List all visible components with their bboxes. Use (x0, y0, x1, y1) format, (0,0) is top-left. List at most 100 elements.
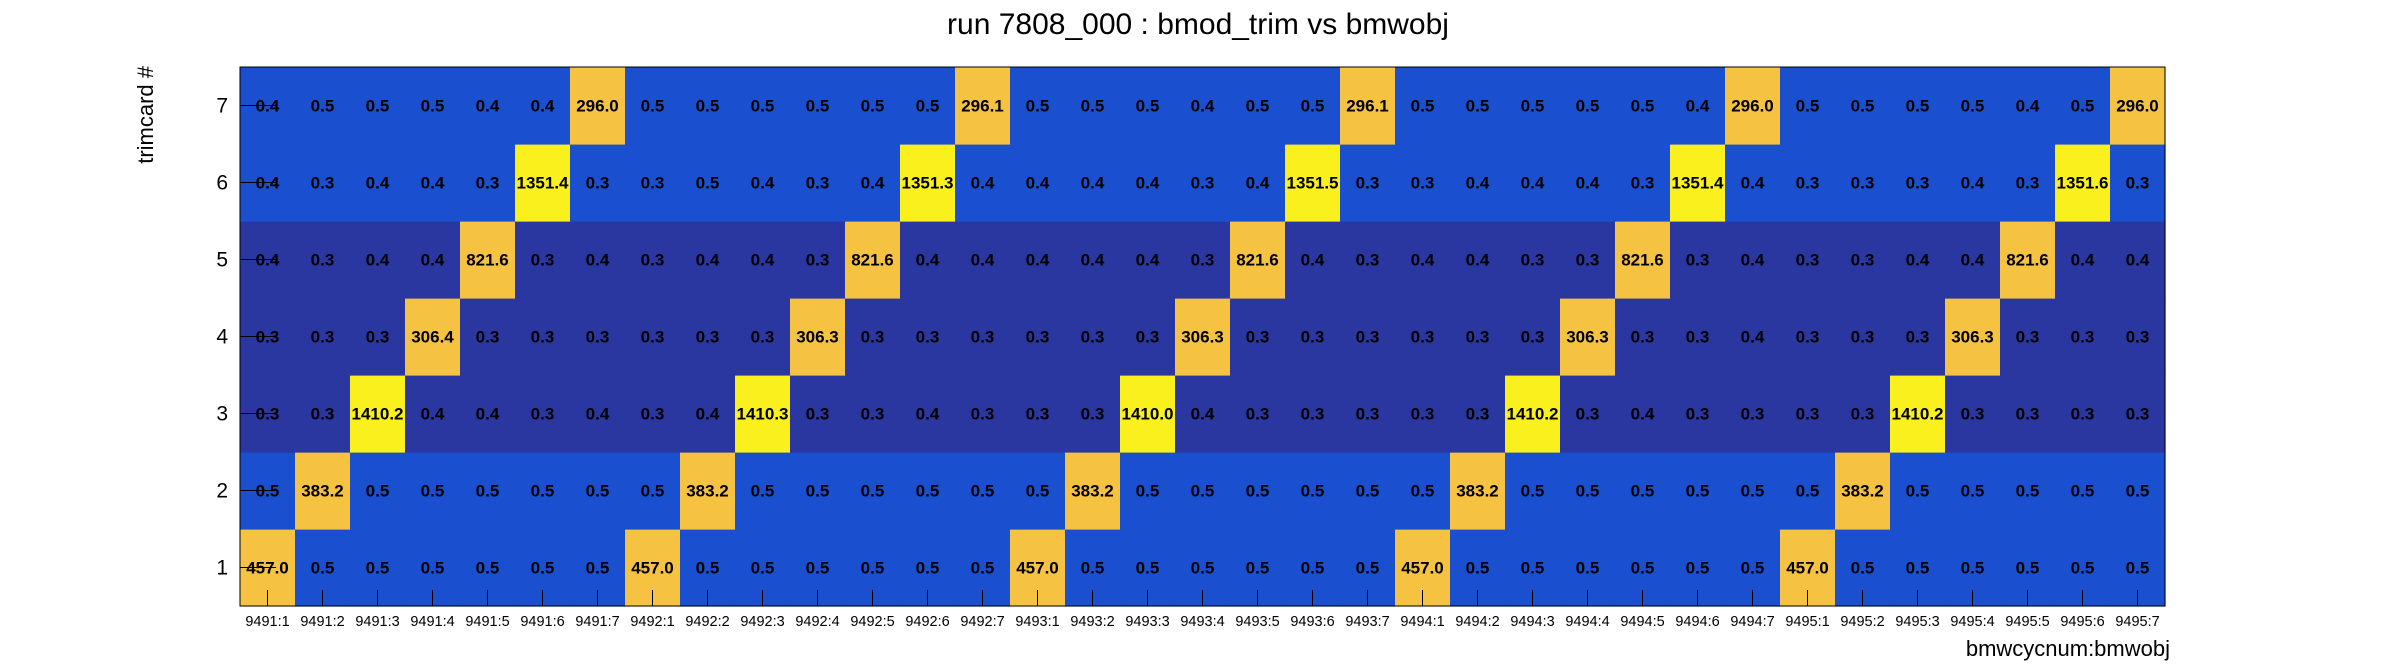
heatmap-cell (1395, 452, 1451, 530)
cell-value-label: 0.4 (2016, 97, 2040, 116)
cell-value-label: 0.5 (971, 482, 995, 501)
heatmap-cell (295, 144, 351, 222)
cell-value-label: 1410.2 (1507, 405, 1559, 424)
heatmap-cell (1615, 375, 1671, 453)
cell-value-label: 0.5 (916, 482, 940, 501)
heatmap-cell (2000, 452, 2056, 530)
cell-value-label: 0.3 (311, 174, 335, 193)
heatmap-cell (515, 298, 571, 376)
cell-value-label: 0.3 (1851, 251, 1875, 270)
heatmap-cell (680, 144, 736, 222)
cell-value-label: 0.3 (1081, 328, 1105, 347)
heatmap-cell (295, 452, 351, 530)
cell-value-label: 0.5 (806, 97, 830, 116)
heatmap-cell (1560, 144, 1616, 222)
cell-value-label: 0.3 (1136, 328, 1160, 347)
cell-value-label: 0.4 (2126, 251, 2150, 270)
heatmap-cell (460, 144, 516, 222)
cell-value-label: 306.3 (1951, 328, 1994, 347)
heatmap-cell (1780, 375, 1836, 453)
cell-value-label: 306.3 (796, 328, 839, 347)
heatmap-cell (900, 221, 956, 299)
heatmap-cell (955, 375, 1011, 453)
heatmap-cell (625, 298, 681, 376)
heatmap-cell (625, 375, 681, 453)
cell-value-label: 0.5 (696, 97, 720, 116)
cell-value-label: 0.3 (2016, 328, 2040, 347)
heatmap-cell (570, 375, 626, 453)
heatmap-cell (1175, 67, 1231, 145)
heatmap-cell (790, 144, 846, 222)
heatmap-cell (790, 375, 846, 453)
cell-value-label: 0.3 (2126, 174, 2150, 193)
cell-value-label: 0.3 (1906, 174, 1930, 193)
cell-value-label: 0.5 (1301, 559, 1325, 578)
cell-value-label: 0.4 (531, 97, 555, 116)
heatmap-cell (1175, 298, 1231, 376)
heatmap-cell (515, 452, 571, 530)
heatmap-cell (1945, 375, 2001, 453)
cell-value-label: 0.5 (916, 97, 940, 116)
x-axis-title: bmwcycnum:bmwobj (1966, 636, 2170, 661)
x-tick-label: 9495:7 (2115, 614, 2159, 630)
x-tick-label: 9495:2 (1840, 614, 1884, 630)
cell-value-label: 0.5 (1686, 482, 1710, 501)
heatmap-cell (1285, 375, 1341, 453)
cell-value-label: 0.5 (1906, 482, 1930, 501)
cell-value-label: 0.5 (1081, 97, 1105, 116)
heatmap-cell (1450, 452, 1506, 530)
heatmap-cell (790, 298, 846, 376)
y-tick-label: 3 (216, 403, 228, 426)
heatmap-cell (515, 375, 571, 453)
y-tick-label: 7 (216, 95, 228, 118)
heatmap-cell (350, 298, 406, 376)
cell-value-label: 0.5 (1576, 97, 1600, 116)
cell-value-label: 0.4 (586, 251, 610, 270)
y-tick-label: 1 (216, 557, 228, 580)
cell-value-label: 0.3 (806, 174, 830, 193)
heatmap-cell (1340, 452, 1396, 530)
cell-value-label: 0.5 (1246, 97, 1270, 116)
cell-value-label: 296.0 (2116, 97, 2159, 116)
heatmap-cell (735, 221, 791, 299)
heatmap-cell (1450, 144, 1506, 222)
cell-value-label: 0.4 (1081, 251, 1105, 270)
cell-value-label: 0.3 (1411, 328, 1435, 347)
cell-value-label: 0.4 (421, 405, 445, 424)
heatmap-cell (1945, 67, 2001, 145)
heatmap-cell (1615, 221, 1671, 299)
cell-value-label: 0.5 (1356, 482, 1380, 501)
cell-value-label: 1410.2 (352, 405, 404, 424)
heatmap-cell (1120, 221, 1176, 299)
cell-value-label: 0.4 (696, 251, 720, 270)
heatmap-cell (295, 221, 351, 299)
cell-value-label: 0.5 (1576, 482, 1600, 501)
heatmap-cell (1120, 375, 1176, 453)
x-tick-label: 9493:3 (1125, 614, 1169, 630)
heatmap-cell (1560, 375, 1616, 453)
cell-value-label: 306.3 (1181, 328, 1224, 347)
cell-value-label: 0.4 (2071, 251, 2095, 270)
cell-value-label: 0.3 (1191, 174, 1215, 193)
cell-value-label: 0.4 (1631, 405, 1655, 424)
x-tick-label: 9494:1 (1400, 614, 1444, 630)
cell-value-label: 0.4 (1026, 251, 1050, 270)
cell-value-label: 0.3 (916, 328, 940, 347)
cell-value-label: 821.6 (2006, 251, 2049, 270)
heatmap-cell (350, 452, 406, 530)
cell-value-label: 0.5 (1521, 559, 1545, 578)
cell-value-label: 306.4 (411, 328, 454, 347)
heatmap-cell (1450, 221, 1506, 299)
heatmap-cell (1890, 144, 1946, 222)
cell-value-label: 0.4 (1686, 97, 1710, 116)
cell-value-label: 0.3 (366, 328, 390, 347)
cell-value-label: 0.5 (751, 482, 775, 501)
cell-value-label: 0.3 (1356, 251, 1380, 270)
heatmap-cell (405, 144, 461, 222)
heatmap-cell (735, 452, 791, 530)
heatmap-cell (1725, 221, 1781, 299)
cell-value-label: 0.4 (1246, 174, 1270, 193)
heatmap-cell (845, 375, 901, 453)
